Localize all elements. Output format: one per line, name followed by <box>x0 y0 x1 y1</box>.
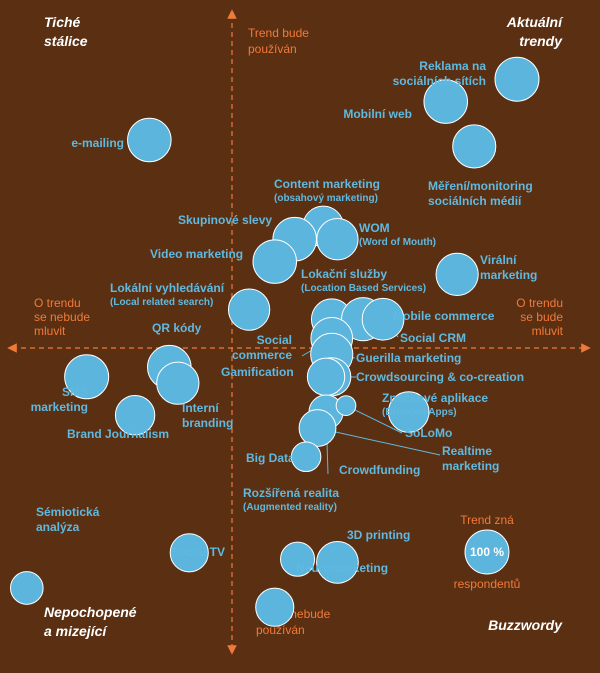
label-big-data: Big Data <box>246 451 295 465</box>
bubble-interni-branding[interactable] <box>157 362 199 404</box>
label-guerilla-marketing: Guerilla marketing <box>356 351 461 365</box>
bubble-realtime-marketing[interactable] <box>299 410 336 447</box>
label-znackove-aplikace: Značkové aplikace(Branded Apps) <box>382 391 488 418</box>
label-mobilni-web: Mobilní web <box>343 107 412 121</box>
label-e-mailing: e-mailing <box>71 136 124 150</box>
label-skupinove-slevy: Skupinové slevy <box>178 213 272 227</box>
legend-value: 100 % <box>470 545 504 559</box>
quadrant-bottom-right: Buzzwordy <box>488 617 563 633</box>
bubble-big-data[interactable] <box>291 442 321 472</box>
bubble-neuromarketing[interactable] <box>256 588 294 626</box>
label-3d-printing: 3D printing <box>347 528 410 542</box>
label-content-marketing: Content marketing(obsahový marketing) <box>274 177 380 204</box>
label-gamification: Gamification <box>221 365 294 379</box>
label-crowdfunding: Crowdfunding <box>339 463 420 477</box>
bubble-solomo[interactable] <box>336 396 356 416</box>
label-lokalni-vyhledavani: Lokální vyhledávání(Local related search… <box>110 281 225 308</box>
label-rozsirena-realita: Rozšířená realita(Augmented reality) <box>243 486 339 513</box>
label-qr-kody: QR kódy <box>152 321 202 335</box>
legend-footer: respondentů <box>454 577 521 591</box>
bubble-e-mailing[interactable] <box>128 118 172 162</box>
label-brand-journalism: Brand Journalism <box>67 427 169 441</box>
label-mobile-commerce: Mobile commerce <box>393 309 495 323</box>
bubble-semioticka-analyza[interactable] <box>10 572 43 605</box>
label-video-marketing: Video marketing <box>150 247 243 261</box>
bubble-video-marketing[interactable] <box>253 240 297 284</box>
label-crowdsourcing-co-creation: Crowdsourcing & co-creation <box>356 370 524 384</box>
label-lokacni-sluzby: Lokační služby(Location Based Services) <box>301 267 426 294</box>
legend: Trend zná 100 % respondentů <box>454 513 521 591</box>
label-social-tv: Social TV <box>171 545 225 559</box>
label-wom: WOM(Word of Mouth) <box>359 221 436 248</box>
label-neuromarketing: Neuromarketing <box>296 561 388 575</box>
legend-title: Trend zná <box>460 513 514 527</box>
bubble-gamification[interactable] <box>307 358 344 395</box>
bubble-viralni-marketing[interactable] <box>436 253 478 295</box>
bubble-lokalni-vyhledavani[interactable] <box>228 289 269 330</box>
bubble-mereni-monitoring-socialnich-medii[interactable] <box>453 125 496 168</box>
label-solomo: SoLoMo <box>405 426 452 440</box>
label-social-crm: Social CRM <box>400 331 466 345</box>
bubble-reklama-na-socialnich-sitich[interactable] <box>495 57 539 101</box>
bubble-wom[interactable] <box>317 219 358 260</box>
